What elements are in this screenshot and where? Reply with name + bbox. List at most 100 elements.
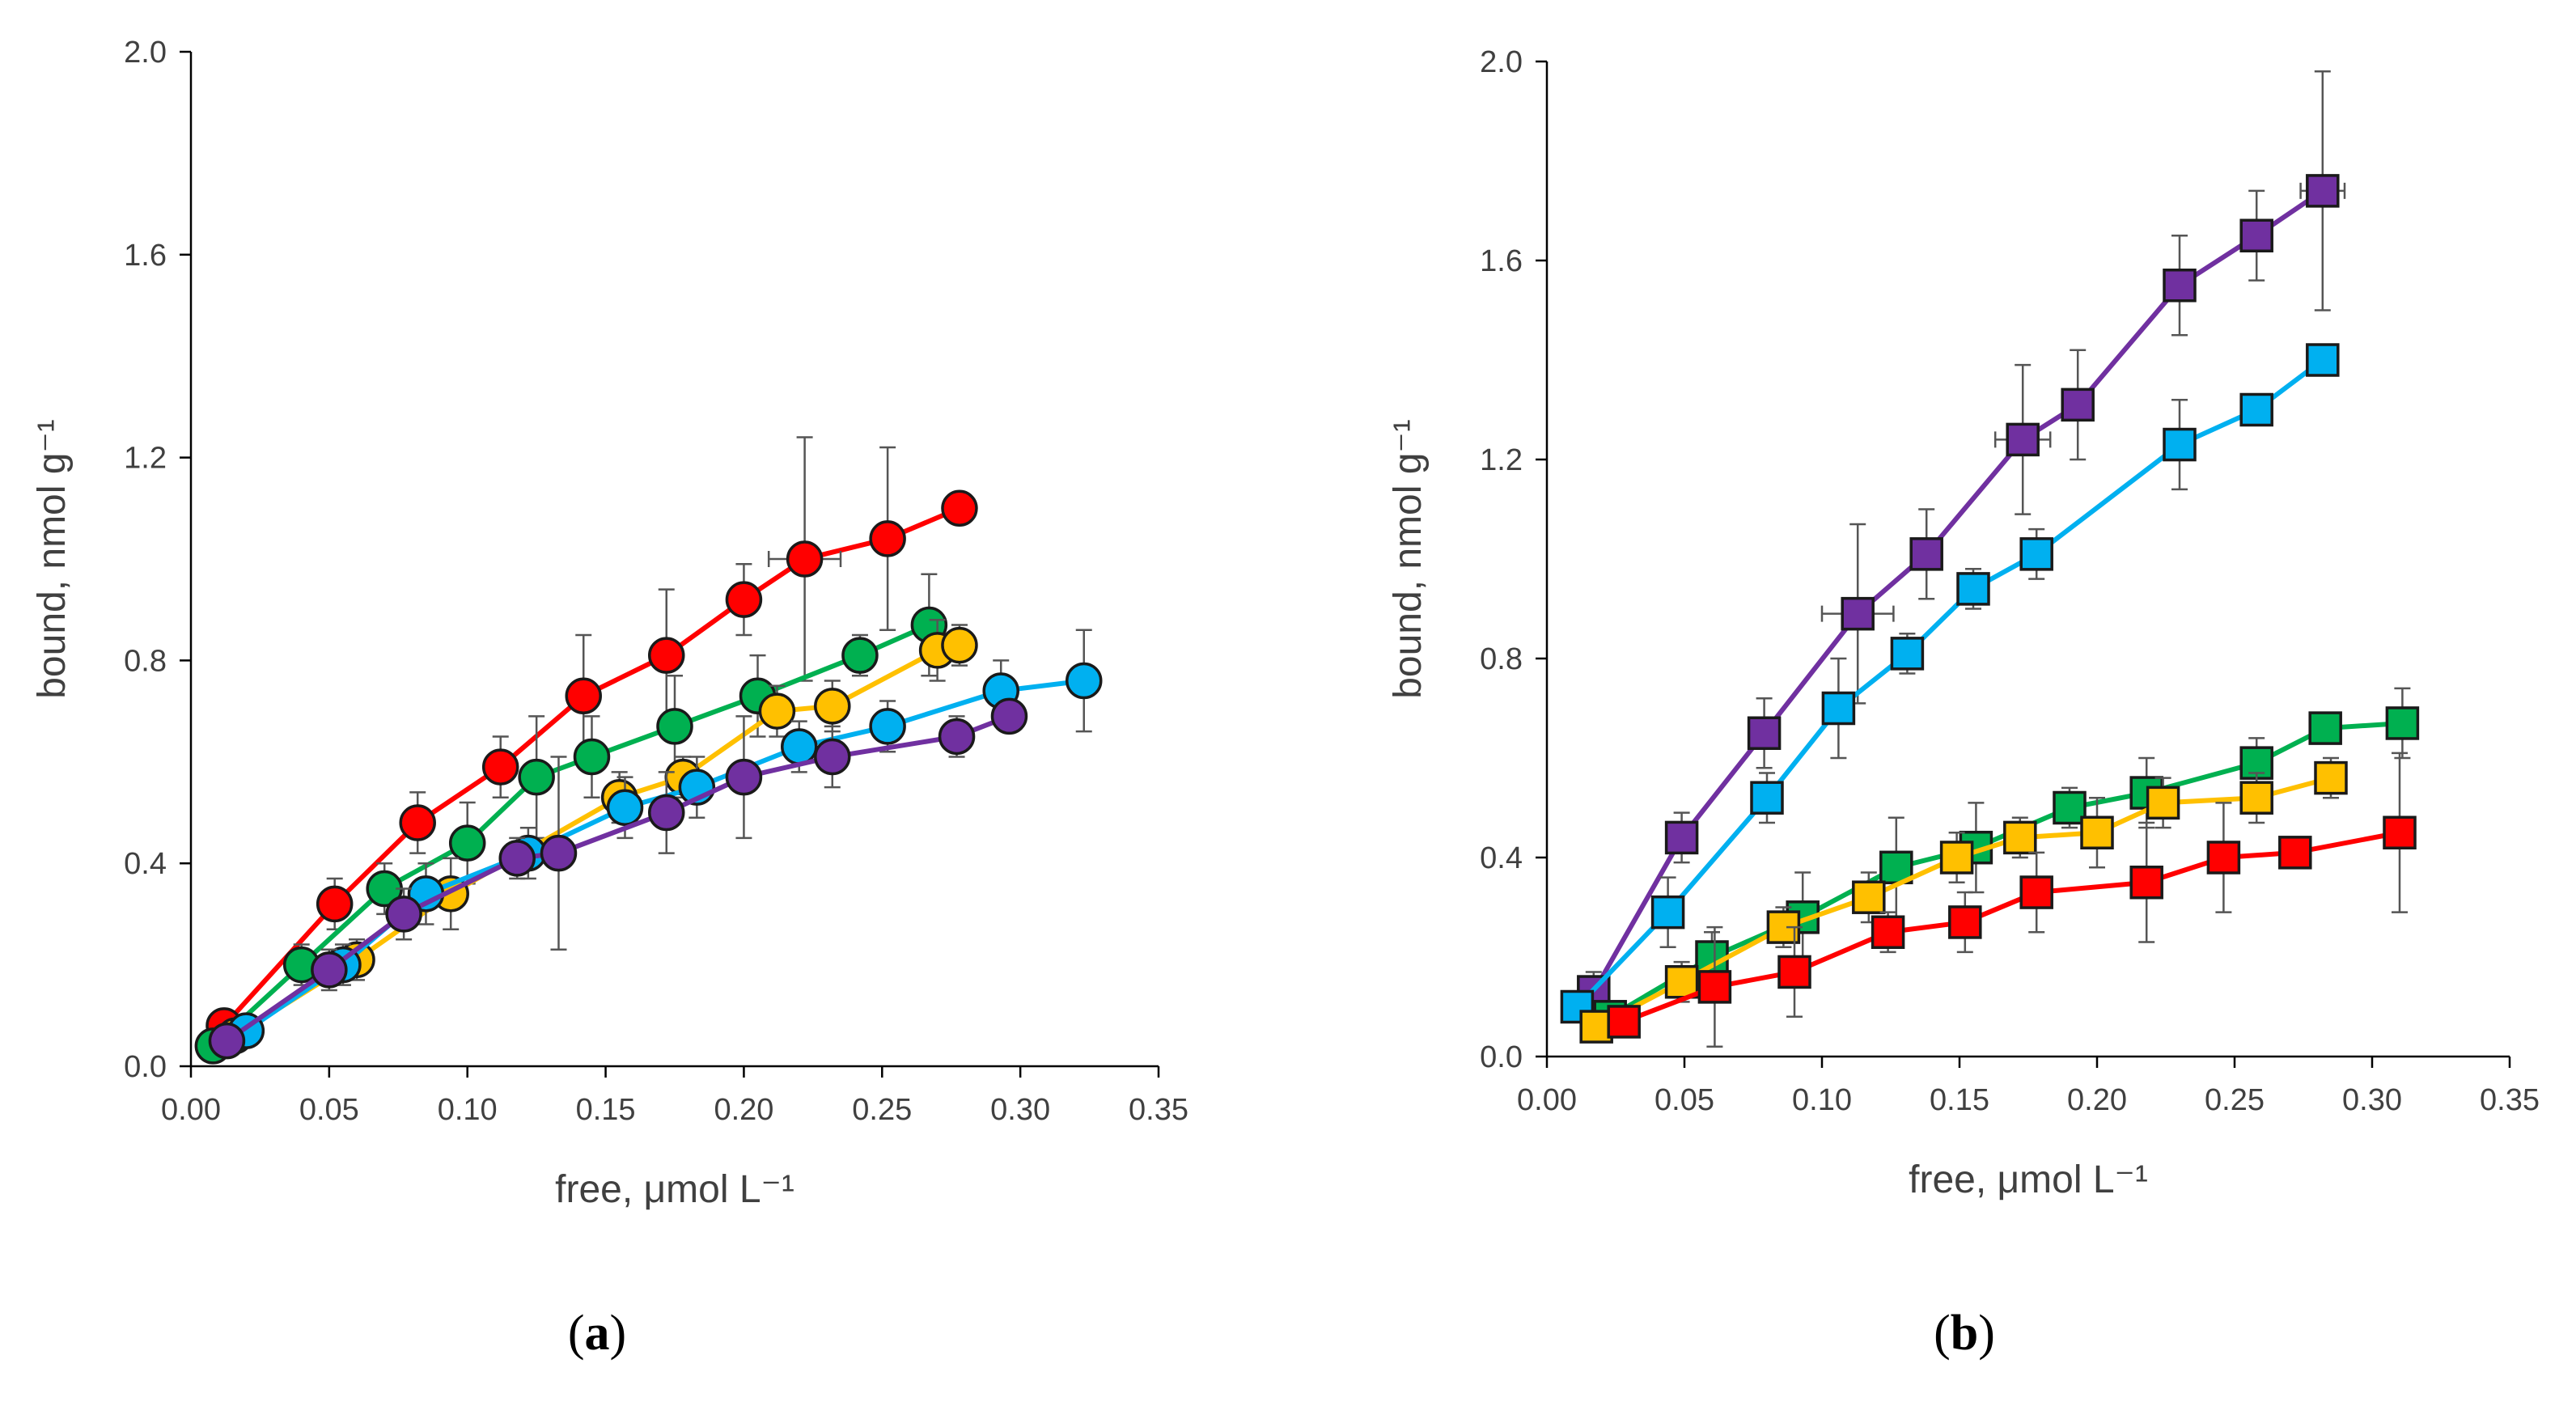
data-point	[2053, 790, 2087, 825]
data-point	[2163, 427, 2197, 462]
data-point	[1065, 662, 1103, 700]
x-tick-label: 0.10	[1792, 1083, 1852, 1117]
data-point	[2163, 269, 2197, 303]
data-point	[1841, 596, 1875, 631]
data-point	[316, 885, 354, 923]
fit-line-green	[210, 622, 932, 1048]
panel-label-paren-close: )	[1978, 1306, 1995, 1361]
data-point	[1664, 820, 1699, 855]
panel-label: (a)	[568, 1306, 626, 1361]
data-point	[1747, 716, 1782, 750]
x-axis-title: free, μmol L⁻¹	[1909, 1158, 2148, 1201]
y-axis-title: bound, nmol g⁻¹	[1387, 419, 1430, 699]
data-point	[869, 708, 906, 745]
data-point	[786, 540, 824, 578]
fit-line-red	[222, 506, 962, 1028]
data-point	[540, 834, 578, 872]
x-tick-label: 0.10	[438, 1093, 498, 1127]
y-tick-label: 1.6	[124, 239, 167, 273]
x-axis-title: free, μmol L⁻¹	[555, 1168, 794, 1211]
x-tick-label: 0.30	[990, 1093, 1050, 1127]
y-tick-label: 2.0	[1480, 45, 1523, 79]
data-point	[1948, 905, 1982, 939]
data-point	[725, 581, 763, 618]
panel-label-paren-open: (	[1934, 1306, 1951, 1361]
y-tick-label: 1.2	[1480, 443, 1523, 477]
data-point	[573, 738, 611, 776]
y-axis-title: bound, nmol g⁻¹	[31, 419, 74, 699]
y-tick-label: 0.4	[124, 847, 167, 881]
series-blue	[227, 629, 1103, 1049]
data-point	[1650, 895, 1685, 930]
data-point	[2306, 174, 2340, 208]
data-point	[2383, 815, 2417, 849]
data-point	[2239, 218, 2273, 252]
x-tick-label: 0.05	[299, 1093, 359, 1127]
y-tick-label: 1.2	[124, 442, 167, 476]
data-point	[518, 758, 555, 796]
data-point	[565, 677, 602, 715]
data-point	[1607, 1005, 1641, 1039]
data-point	[1939, 841, 1974, 875]
data-point	[1890, 637, 1925, 671]
y-tick-label: 0.8	[1480, 642, 1523, 676]
data-point	[781, 728, 818, 765]
x-tick-label: 0.30	[2342, 1083, 2402, 1117]
y-tick-label: 2.0	[124, 36, 167, 70]
x-tick-label: 0.05	[1654, 1083, 1714, 1117]
data-point	[1909, 537, 1943, 571]
fit-line-red	[1621, 830, 2402, 1024]
data-point	[2385, 706, 2420, 740]
data-point	[869, 520, 906, 557]
panel-a: 0.00 0.05 0.10 0.15 0.20 0.25 0.30 0.35 0.0 0.4 0.…	[31, 36, 1188, 1361]
x-tick-label: 0.00	[161, 1093, 221, 1127]
data-point	[656, 708, 693, 745]
data-point	[2080, 815, 2114, 849]
panel-label-paren-close: )	[610, 1306, 627, 1361]
x-tick-label: 0.20	[2067, 1083, 2127, 1117]
data-point	[1852, 880, 1886, 914]
fit-line-purple	[1591, 188, 2325, 995]
series-purple	[208, 697, 1028, 1060]
fit-line-blue	[1574, 358, 2325, 1010]
data-point	[498, 840, 536, 877]
data-point	[606, 789, 644, 826]
data-point	[2003, 820, 2037, 855]
data-point	[1821, 691, 1856, 726]
data-point	[208, 1022, 246, 1060]
y-tick-label: 0.8	[124, 644, 167, 678]
x-tick-label: 0.35	[2480, 1083, 2540, 1117]
x-tick-label: 0.25	[852, 1093, 912, 1127]
x-tick-label: 0.15	[1930, 1083, 1989, 1117]
panel-label-paren-open: (	[568, 1306, 585, 1361]
y-tick-label: 0.0	[1480, 1040, 1523, 1074]
y-tick-label: 0.4	[1480, 841, 1523, 875]
data-point	[2239, 392, 2273, 427]
data-point	[647, 794, 685, 832]
data-point	[841, 637, 879, 674]
data-point	[1777, 955, 1811, 989]
data-point	[1750, 781, 1784, 815]
data-point	[990, 697, 1028, 735]
panel-b: 0.00 0.05 0.10 0.15 0.20 0.25 0.30 0.35 0.0 0.4 0.…	[1387, 45, 2540, 1361]
data-point	[941, 489, 978, 527]
data-point	[481, 748, 519, 786]
data-point	[1697, 970, 1732, 1004]
data-point	[2019, 875, 2053, 909]
fit-line-purple	[224, 714, 1012, 1044]
y-tick-label: 1.6	[1480, 244, 1523, 278]
data-point	[814, 688, 851, 725]
data-point	[2308, 711, 2342, 745]
data-point	[2278, 836, 2312, 870]
data-point	[2006, 422, 2040, 457]
data-point	[2061, 388, 2095, 422]
data-point	[2146, 786, 2180, 820]
series-yellow	[1579, 756, 2348, 1044]
data-point	[758, 692, 796, 730]
y-tick-label: 0.0	[124, 1050, 167, 1084]
data-point	[941, 626, 978, 664]
data-point	[814, 738, 851, 776]
data-point	[2019, 537, 2053, 571]
data-point	[2306, 343, 2340, 377]
